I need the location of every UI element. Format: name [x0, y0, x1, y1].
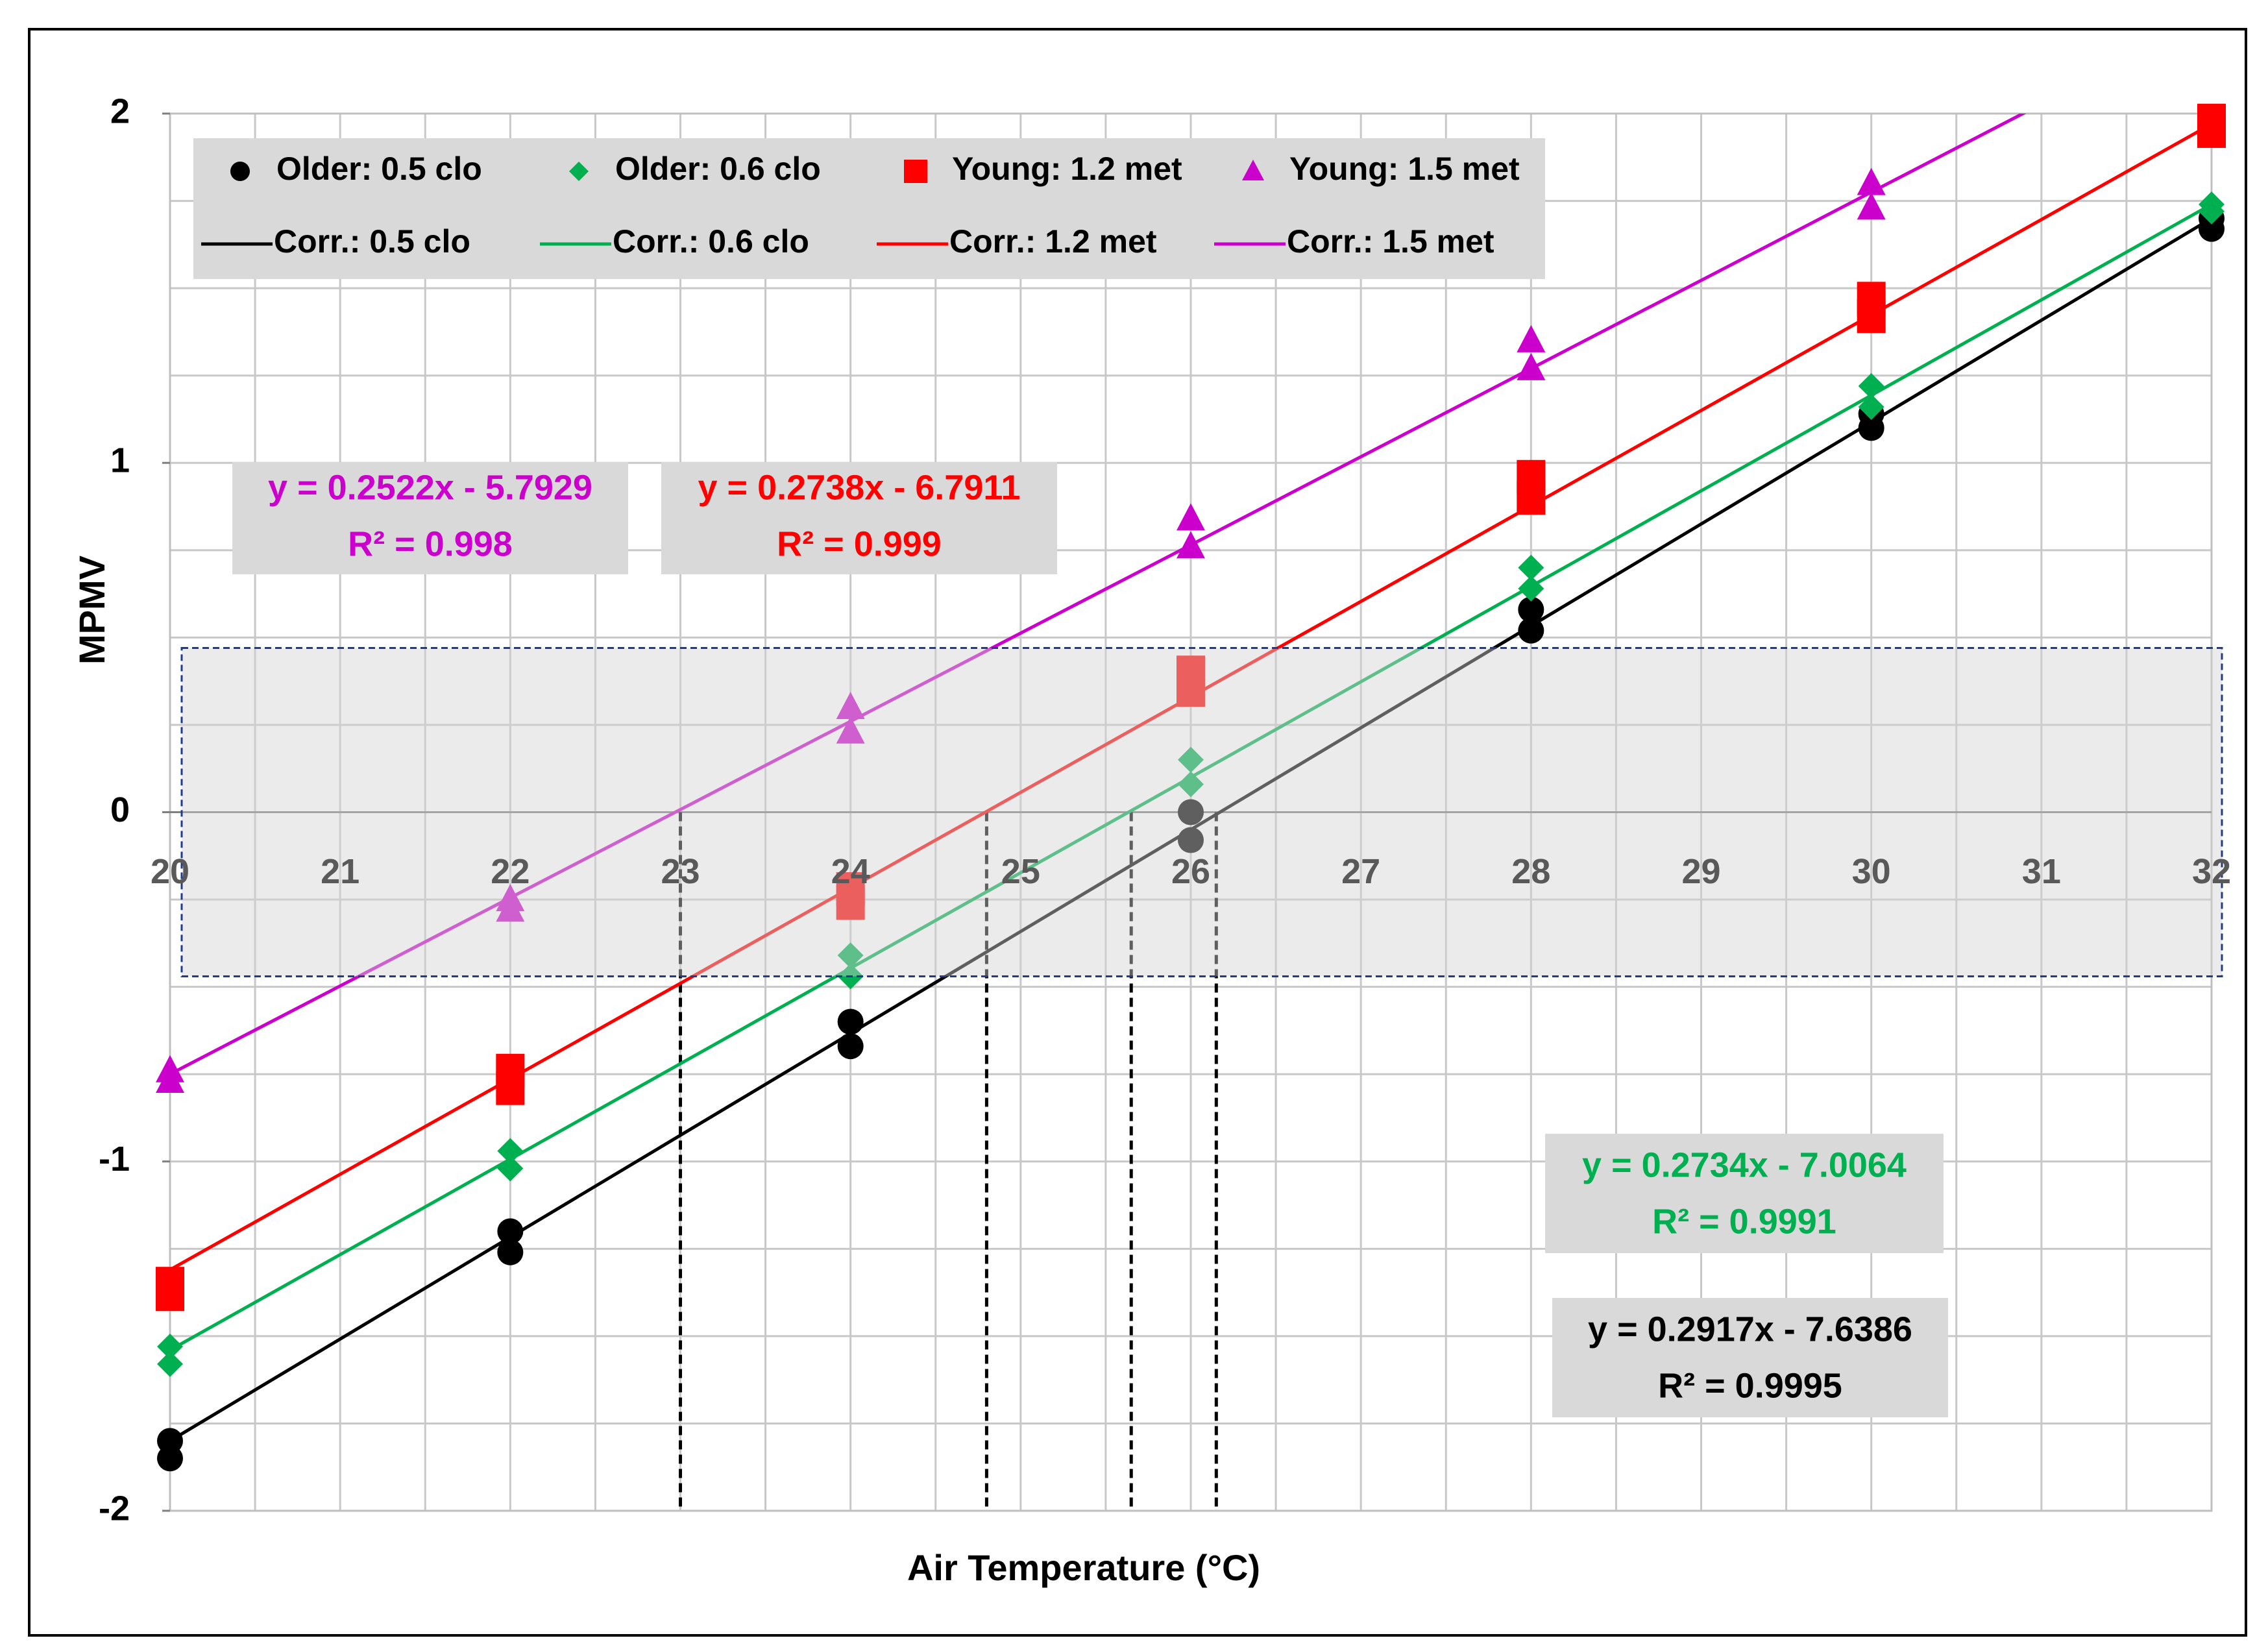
x-axis-title: Air Temperature (°C)	[907, 1547, 1260, 1588]
legend-label: Corr.: 0.5 clo	[274, 223, 470, 260]
point	[1858, 373, 1884, 399]
point	[836, 886, 865, 920]
annotation-text: R² = 0.9991	[1652, 1202, 1836, 1241]
point	[1518, 554, 1544, 581]
point	[1178, 799, 1204, 825]
point	[1858, 415, 1884, 441]
legend-label: Young: 1.2 met	[952, 151, 1182, 187]
point	[2197, 114, 2226, 148]
point	[2199, 198, 2225, 225]
annotation-box	[661, 462, 1057, 574]
x-tick-label: 24	[831, 852, 870, 891]
x-tick-label: 31	[2022, 852, 2061, 891]
x-tick-label: 28	[1511, 852, 1550, 891]
annotation-text: y = 0.2917x - 7.6386	[1588, 1310, 1912, 1349]
point	[1178, 746, 1204, 773]
y-tick-label: -1	[99, 1140, 130, 1179]
annotation-box	[232, 462, 628, 574]
y-tick-label: -2	[99, 1489, 130, 1528]
point	[1517, 324, 1546, 352]
x-tick-label: 26	[1171, 852, 1210, 891]
annotation-text: R² = 0.998	[348, 524, 513, 563]
point	[157, 1445, 183, 1472]
legend-box	[193, 138, 1545, 279]
point	[1517, 481, 1546, 515]
x-tick-label: 29	[1681, 852, 1720, 891]
x-tick-label: 23	[661, 852, 700, 891]
legend-label: Young: 1.5 met	[1289, 151, 1520, 187]
point	[156, 1065, 184, 1093]
legend-marker	[569, 162, 589, 181]
x-tick-label: 32	[2192, 852, 2231, 891]
annotation-text: y = 0.2738x - 6.7911	[698, 468, 1021, 507]
point	[156, 1277, 184, 1312]
point	[1518, 617, 1544, 644]
point	[836, 716, 865, 744]
y-axis-title: MPMV	[71, 556, 112, 665]
point	[1178, 827, 1204, 853]
point	[1857, 299, 1886, 334]
annotation-text: y = 0.2734x - 7.0064	[1582, 1145, 1907, 1184]
point	[2199, 215, 2225, 242]
legend-marker	[1242, 160, 1264, 180]
legend-label: Corr.: 1.5 met	[1287, 223, 1494, 260]
point	[157, 1334, 183, 1360]
x-tick-label: 21	[321, 852, 360, 891]
point	[497, 1155, 524, 1182]
annotation-text: y = 0.2522x - 5.7929	[268, 468, 592, 507]
point	[837, 942, 864, 969]
point	[497, 1138, 524, 1164]
point	[496, 1071, 525, 1105]
y-tick-label: 2	[110, 92, 130, 130]
y-tick-label: 1	[110, 441, 130, 480]
point	[837, 1033, 864, 1060]
legend-label: Older: 0.6 clo	[615, 151, 821, 187]
legend-label: Corr.: 1.2 met	[949, 223, 1157, 260]
x-tick-label: 22	[491, 852, 530, 891]
point	[1858, 394, 1884, 421]
legend-label: Older: 0.5 clo	[276, 151, 482, 187]
point	[157, 1350, 183, 1377]
point	[1517, 352, 1546, 380]
point	[1857, 192, 1886, 220]
comfort-band	[180, 647, 2223, 977]
point	[497, 1239, 524, 1265]
point	[497, 1218, 524, 1245]
annotation-text: R² = 0.999	[777, 524, 942, 563]
annotation-box	[1545, 1134, 1944, 1253]
y-tick-label: 0	[110, 790, 130, 829]
point	[1178, 771, 1204, 798]
x-tick-label: 25	[1001, 852, 1040, 891]
legend-marker	[230, 162, 250, 181]
point	[1857, 167, 1886, 195]
x-tick-label: 27	[1341, 852, 1380, 891]
point	[837, 1008, 864, 1035]
point	[1177, 673, 1205, 707]
point	[1518, 576, 1544, 602]
point	[496, 894, 525, 922]
point	[1177, 531, 1205, 559]
annotation-text: R² = 0.9995	[1658, 1366, 1842, 1405]
x-tick-label: 30	[1852, 852, 1891, 891]
legend-marker	[904, 160, 927, 183]
legend-label: Corr.: 0.6 clo	[613, 223, 809, 260]
annotation-box	[1552, 1298, 1948, 1417]
point	[836, 692, 865, 720]
x-tick-label: 20	[151, 852, 189, 891]
point	[1177, 503, 1205, 531]
point	[1518, 596, 1544, 623]
